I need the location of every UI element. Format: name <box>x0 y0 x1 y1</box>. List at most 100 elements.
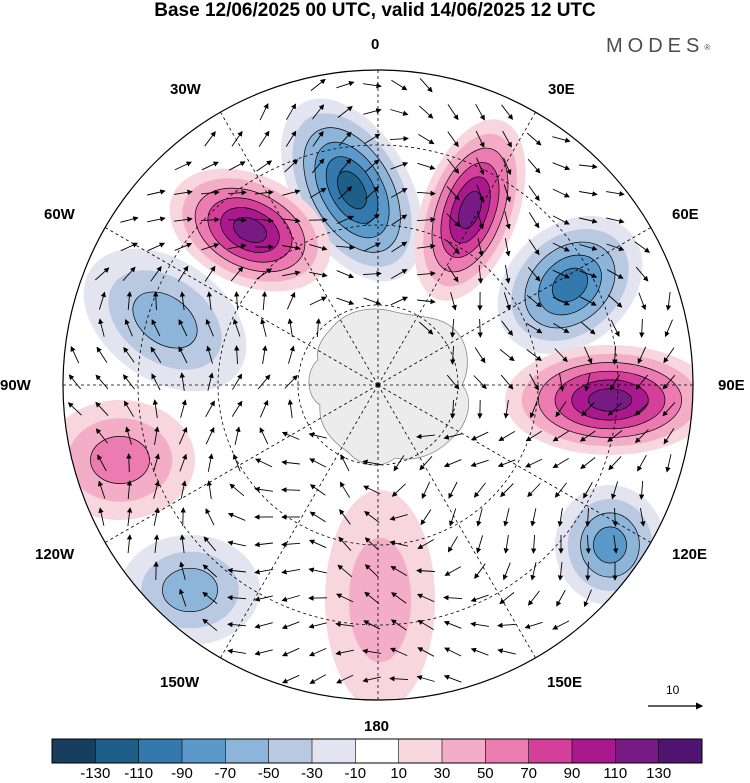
wind-vector <box>153 453 160 472</box>
wind-vector <box>365 186 380 200</box>
wind-vector <box>663 428 675 445</box>
wind-vector <box>584 373 591 392</box>
wind-vector <box>447 266 459 283</box>
wind-vector <box>205 508 215 526</box>
wind-vector <box>338 186 353 200</box>
wind-vector <box>390 592 407 604</box>
wind-vector <box>67 402 82 416</box>
wind-vector <box>287 399 294 418</box>
wind-vector <box>417 539 435 549</box>
meridian-line <box>104 227 379 386</box>
wind-vector <box>288 345 295 364</box>
wind-vector <box>634 429 649 444</box>
wind-vector <box>635 374 649 390</box>
lon-label-90w: 90W <box>0 377 31 394</box>
lon-label-60e: 60E <box>672 206 699 223</box>
wind-vector <box>202 618 218 632</box>
wind-vector <box>417 619 434 630</box>
wind-vector <box>499 592 515 605</box>
colorbar-swatch <box>658 739 703 763</box>
wind-vector <box>336 593 354 603</box>
wind-vector <box>95 401 109 416</box>
anomaly-contour <box>132 291 198 349</box>
wind-vector <box>443 433 462 440</box>
wind-vector <box>389 676 409 682</box>
wind-vector <box>529 373 539 391</box>
wind-vector <box>529 400 538 419</box>
wind-vector <box>526 132 542 146</box>
wind-vector <box>234 345 240 365</box>
wind-vector <box>363 242 381 252</box>
anomaly-center-positive <box>414 119 526 301</box>
colorbar-swatch <box>225 739 269 763</box>
wind-vector <box>416 568 436 574</box>
wind-vector <box>527 590 540 606</box>
wind-vector <box>390 161 409 170</box>
wind-vector <box>470 459 489 467</box>
colorbar-tick-label: -110 <box>124 765 154 782</box>
wind-vector <box>260 318 267 337</box>
wind-vector <box>309 511 326 523</box>
wind-vector <box>526 322 543 334</box>
colorbar-tick-label: 110 <box>603 765 628 782</box>
wind-vector <box>203 536 217 552</box>
wind-vector <box>554 348 568 363</box>
wind-vector <box>497 459 516 468</box>
wind-vector <box>552 188 570 198</box>
wind-vector <box>281 568 300 575</box>
wind-vector <box>640 508 646 527</box>
colorbar-swatch <box>138 739 183 763</box>
wind-vector <box>416 270 436 277</box>
colorbar-frame <box>51 738 703 764</box>
wind-streamlines <box>67 77 676 684</box>
wind-vector <box>200 217 220 223</box>
wind-vector <box>363 620 381 630</box>
wind-vector <box>635 266 649 282</box>
wind-vector <box>257 374 271 390</box>
wind-vector <box>530 562 537 581</box>
wind-vector <box>450 399 456 419</box>
wind-vector <box>204 265 216 282</box>
wind-vector <box>585 561 591 581</box>
lon-label-30e: 30E <box>548 81 575 98</box>
wind-vector <box>364 159 380 173</box>
wind-vector <box>174 242 193 251</box>
wind-vector <box>470 431 489 441</box>
wind-vector <box>502 562 511 581</box>
wind-vector <box>309 458 327 468</box>
wind-vector <box>177 265 189 282</box>
wind-vector <box>477 238 484 257</box>
wind-vector <box>153 534 160 553</box>
wind-vector <box>205 426 215 445</box>
wind-vector <box>634 241 651 253</box>
wind-vector <box>476 508 483 527</box>
wind-vector <box>286 103 297 121</box>
wind-vector <box>335 649 354 656</box>
wind-vector <box>390 565 408 576</box>
wind-vector <box>504 265 511 284</box>
wind-vector <box>416 190 436 197</box>
wind-vector <box>174 189 193 195</box>
wind-vector <box>122 266 136 282</box>
anomaly-center-positive <box>63 400 195 520</box>
colorbar-tick-label: 90 <box>563 765 581 782</box>
wind-vector <box>151 373 161 391</box>
colorbar-swatch <box>398 739 443 763</box>
wind-vector <box>234 426 241 445</box>
wind-vector <box>281 674 300 684</box>
wind-vector <box>664 319 673 338</box>
wind-vector <box>531 534 537 554</box>
wind-vector <box>443 459 462 468</box>
wind-vector <box>528 185 540 202</box>
wind-vector <box>503 184 511 203</box>
wind-vector <box>363 82 382 89</box>
wind-vector <box>527 158 541 174</box>
colorbar-tick-label: -70 <box>214 765 237 782</box>
wind-vector <box>120 216 139 223</box>
wind-vector <box>338 131 352 147</box>
wind-vector <box>255 189 274 196</box>
wind-vector <box>446 240 460 255</box>
wind-vector <box>201 243 220 251</box>
wind-vector <box>503 292 511 311</box>
wind-vector <box>526 349 542 362</box>
